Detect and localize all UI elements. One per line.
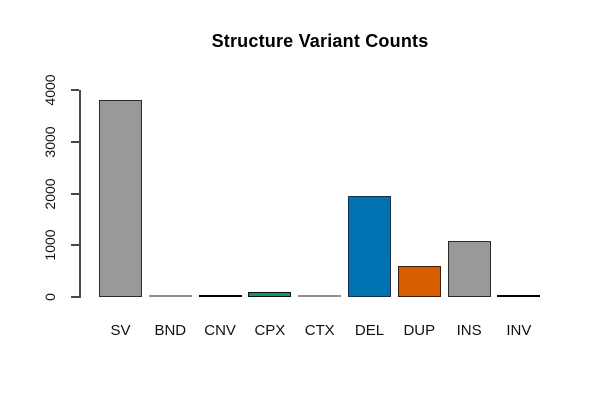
y-tick-label: 4000 (42, 74, 58, 106)
bar-sv (99, 100, 142, 297)
y-axis-line (79, 90, 81, 298)
bar-cpx (248, 292, 292, 297)
y-axis-tick (71, 140, 79, 143)
y-tick-label: 2000 (42, 177, 58, 210)
bar-ins (447, 241, 491, 297)
y-axis-tick (71, 192, 79, 195)
y-axis-tick (71, 296, 79, 298)
x-label-ctx: CTX (304, 322, 335, 339)
x-label-cpx: CPX (254, 322, 286, 339)
bar-del (348, 196, 391, 297)
y-tick-label: 3000 (42, 126, 58, 158)
x-label-del: DEL (354, 322, 385, 339)
bar-bnd (148, 294, 192, 297)
x-label-cnv: CNV (204, 322, 236, 339)
bar-dup (397, 265, 441, 297)
x-label-dup: DUP (403, 322, 436, 339)
y-axis-tick (71, 244, 79, 247)
y-tick-label: 0 (42, 293, 58, 301)
y-axis-tick (71, 89, 79, 91)
x-label-sv: SV (110, 322, 131, 339)
x-label-bnd: BND (154, 322, 187, 339)
bar-cnv (198, 294, 242, 297)
bar-inv (497, 294, 541, 297)
x-label-inv: INV (506, 322, 532, 339)
bar-ctx (298, 294, 342, 297)
chart-title: Structure Variant Counts (211, 31, 429, 51)
y-tick-label: 1000 (42, 229, 58, 261)
x-label-ins: INS (456, 322, 482, 339)
